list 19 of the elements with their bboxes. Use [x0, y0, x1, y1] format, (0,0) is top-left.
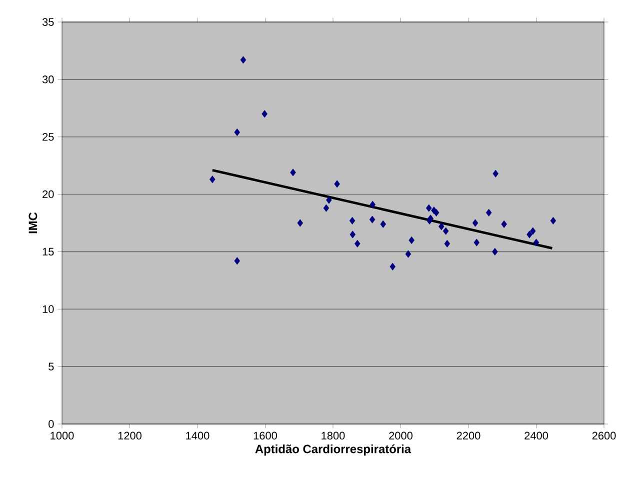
y-tick-label: 5: [48, 362, 54, 370]
y-tick-label: 0: [48, 420, 54, 428]
x-tick-label: 1400: [186, 432, 210, 440]
x-tick-label: 2000: [389, 432, 412, 440]
x-tick-label: 1000: [50, 432, 74, 440]
y-tick-label: 25: [42, 132, 54, 141]
x-tick-label: 2200: [456, 432, 480, 440]
y-tick-label: 10: [42, 305, 54, 314]
y-tick-label: 15: [42, 248, 54, 256]
x-tick-label: 1800: [322, 432, 345, 440]
x-tick-label: 1600: [254, 432, 277, 440]
y-tick-label: 20: [42, 190, 54, 198]
x-axis-title: Aptidão Cardiorrespiratória: [255, 444, 412, 456]
x-tick-label: 2400: [524, 432, 548, 440]
x-tick-label: 1200: [118, 432, 142, 440]
y-tick-label: 30: [42, 76, 54, 84]
y-tick-label: 35: [42, 18, 54, 26]
y-axis-title: IMC: [28, 212, 38, 234]
x-tick-label: 2600: [592, 432, 616, 440]
